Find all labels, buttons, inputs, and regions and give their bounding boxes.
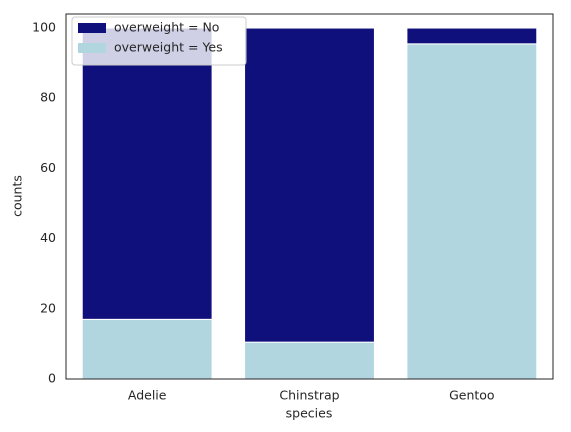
bar-segment: [406, 43, 538, 380]
y-tick-label: 60: [40, 160, 56, 175]
x-tick-label: Gentoo: [449, 388, 495, 403]
y-tick-label: 40: [40, 230, 56, 245]
x-tick-label: Chinstrap: [279, 388, 339, 403]
bar-segment: [244, 27, 375, 343]
bar-segment: [81, 318, 213, 380]
y-tick-label: 20: [40, 300, 56, 315]
y-tick-label: 100: [32, 20, 56, 35]
x-axis-label: species: [286, 406, 333, 421]
y-axis-label: counts: [10, 175, 25, 217]
y-tick-label: 80: [40, 90, 56, 105]
x-tick-label: Adelie: [128, 388, 167, 403]
bar-segment: [244, 341, 375, 380]
legend-swatch: [78, 43, 106, 53]
plot-frame: [65, 13, 554, 380]
bar-segment: [81, 27, 213, 320]
legend-label: overweight = No: [114, 20, 219, 35]
legend-box: [71, 16, 247, 66]
bar-segment: [406, 27, 538, 45]
legend-swatch: [78, 23, 106, 33]
legend-label: overweight = Yes: [114, 40, 223, 55]
y-tick-label: 0: [48, 371, 56, 386]
